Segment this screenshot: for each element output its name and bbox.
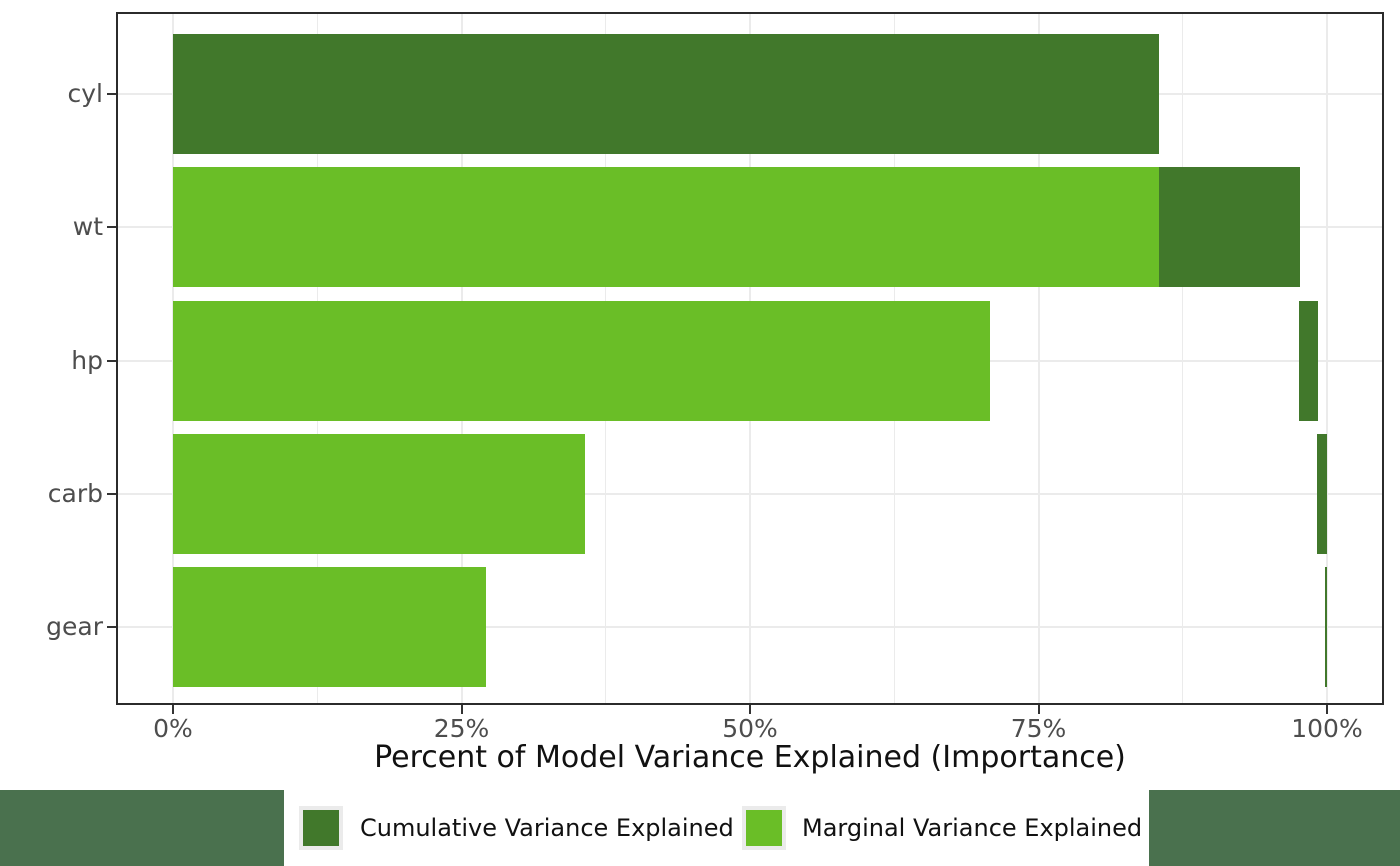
legend-key-marginal [742,806,786,850]
y-axis-label-carb: carb [47,479,103,508]
gridline-major-horizontal [116,626,1384,628]
plot-panel [116,12,1384,705]
x-axis-tick [460,705,463,714]
bar-cumulative-segment-wt [1158,167,1301,287]
y-axis-label-gear: gear [46,612,103,641]
legend-label-cumulative: Cumulative Variance Explained [360,814,734,842]
x-axis-title: Percent of Model Variance Explained (Imp… [374,740,1126,775]
x-axis-tick [749,705,751,714]
y-axis-label-cyl: cyl [67,79,104,108]
bar-cumulative-segment-carb [1316,434,1327,554]
bar-marginal-gear [173,567,486,687]
legend-label-marginal: Marginal Variance Explained [802,814,1143,842]
bar-marginal-wt [173,167,1159,287]
y-axis-tick [107,93,116,95]
bar-cumulative-segment-cyl [173,34,1159,154]
bar-cumulative-segment-gear [1325,567,1327,687]
gridline-minor-vertical [1182,12,1184,705]
x-axis-tick [172,705,174,714]
legend-key-cumulative [299,806,343,850]
gridline-major-vertical [1037,12,1040,705]
y-axis-tick [107,359,116,362]
bar-marginal-hp [173,300,991,421]
x-axis-tick-label: 50% [722,714,778,743]
bar-marginal-carb [173,434,585,554]
y-axis-tick [107,626,116,628]
x-axis-tick-label: 100% [1291,714,1363,743]
y-axis-label-wt: wt [72,212,103,241]
legend: Cumulative Variance Explained Marginal V… [284,790,1149,866]
y-axis-tick [107,226,116,228]
x-axis-tick-label: 75% [1010,714,1067,743]
legend-key-cumulative-swatch [303,810,339,846]
x-axis-tick [1326,705,1328,714]
gridline-major-horizontal [116,493,1384,495]
x-axis-tick-label: 0% [153,714,193,743]
x-axis-tick [1037,705,1040,714]
gridline-major-vertical [1326,12,1328,705]
legend-key-marginal-swatch [746,810,782,846]
x-axis-tick-label: 25% [433,714,490,743]
y-axis-tick [107,493,116,495]
bar-cumulative-segment-hp [1299,300,1318,421]
y-axis-label-hp: hp [71,345,103,375]
